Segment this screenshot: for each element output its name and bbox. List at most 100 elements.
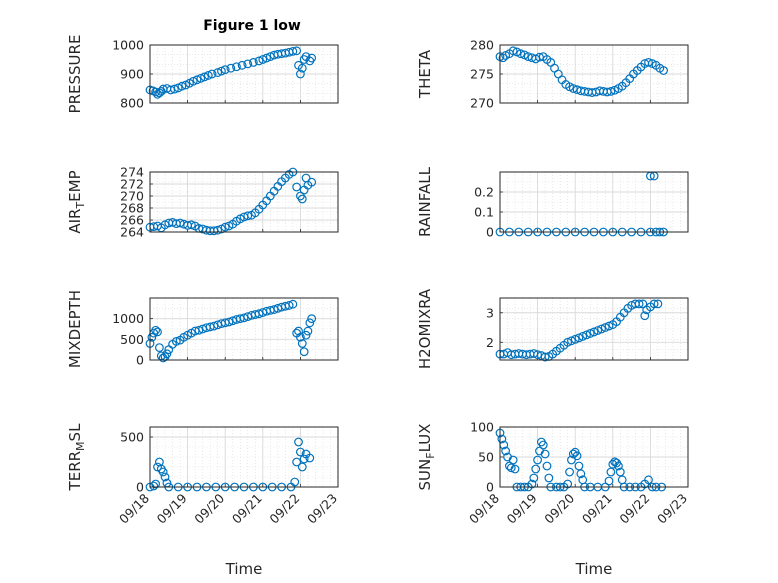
data-point [258,55,268,64]
data-point [563,337,573,347]
data-point [533,455,542,465]
data-point [292,457,302,467]
plot-frame [499,426,689,488]
y-tick-label: 0 [486,480,494,495]
plot-frame [149,297,339,361]
x-axis-label: Time [225,560,263,578]
data-point [563,479,573,489]
data-point [186,220,196,230]
data-point [585,329,595,338]
data-point [154,343,164,353]
data-point [574,461,584,471]
data-point [296,332,305,342]
y-axis-label-part: EMP [66,170,84,201]
data-point [248,58,258,67]
y-axis-label-part: TERR [66,451,84,492]
y-tick-label: 800 [120,96,144,111]
x-axis-label: Time [575,560,613,578]
data-point [294,326,303,336]
data-point [232,62,241,72]
data-point [572,451,582,461]
plot-frame [499,171,689,233]
data-point [284,301,294,310]
data-point [296,69,305,79]
data-point [288,299,298,309]
y-axis-label-subscript: F [424,452,437,458]
data-point [194,325,204,335]
y-axis-label-subscript: M [74,441,87,451]
data-point [649,299,659,309]
data-point [604,476,614,486]
data-point [288,46,298,56]
y-tick-label: 270 [120,189,144,204]
plot-frame [499,44,689,104]
y-tick-label: 264 [120,225,144,240]
y-axis-label-part: LUX [416,424,434,453]
data-point [529,473,539,483]
y-axis-label-part: SL [66,423,84,442]
data-point [542,461,552,471]
data-point [160,472,170,482]
data-point [297,194,307,204]
y-tick-label: 500 [120,430,144,445]
data-point [565,467,574,477]
data-point [209,321,219,331]
y-tick-label: 1000 [112,311,144,326]
data-point [292,182,302,192]
y-tick-label: 50 [478,450,494,465]
data-point [578,331,588,341]
data-point [243,211,253,221]
y-tick-label: 0 [136,480,144,495]
subplot-5: 0 500 1000 MIXDEPTH [66,290,339,368]
y-axis-label-7: TERRMSL [66,423,87,492]
data-point [644,475,653,485]
data-point [243,59,253,69]
data-point [147,332,157,342]
y-tick-label: 0 [486,225,494,240]
y-tick-label: 500 [120,332,144,347]
data-point [196,73,206,83]
y-axis-label-2: THETA [416,49,434,99]
data-point [508,46,518,56]
data-point [262,53,271,63]
data-point [217,66,226,76]
data-point [501,446,511,456]
data-point [213,68,223,77]
data-point [597,324,606,334]
data-point [292,46,302,56]
data-point [175,218,185,228]
data-point [593,326,603,335]
y-axis-label-part: SUN [416,459,434,491]
data-point [151,325,161,335]
data-point [606,86,616,96]
data-point [498,53,508,63]
data-point [589,327,599,337]
data-point [574,333,584,343]
data-point [297,63,307,73]
data-point [203,71,213,80]
y-tick-label: 274 [120,165,144,180]
y-tick-label: 2 [486,335,494,350]
data-point [567,455,576,465]
plot-frame [149,44,339,104]
y-axis-label-6: H2OMIXRA [416,288,434,369]
data-point [290,477,300,487]
data-point [540,352,550,362]
y-tick-label: 268 [120,201,144,216]
y-tick-label: 0.2 [474,185,494,200]
data-point [531,464,541,474]
data-point [570,334,580,344]
data-point [604,321,614,331]
data-point [188,76,198,86]
data-point [659,66,668,75]
data-point [600,323,610,332]
data-point [254,56,264,66]
data-point [644,58,653,67]
subplot-4: 0 0.1 0.2 RAINFALL [416,166,689,240]
data-point [158,467,168,477]
data-point [307,177,317,187]
data-point [653,299,663,309]
data-point [533,350,542,360]
